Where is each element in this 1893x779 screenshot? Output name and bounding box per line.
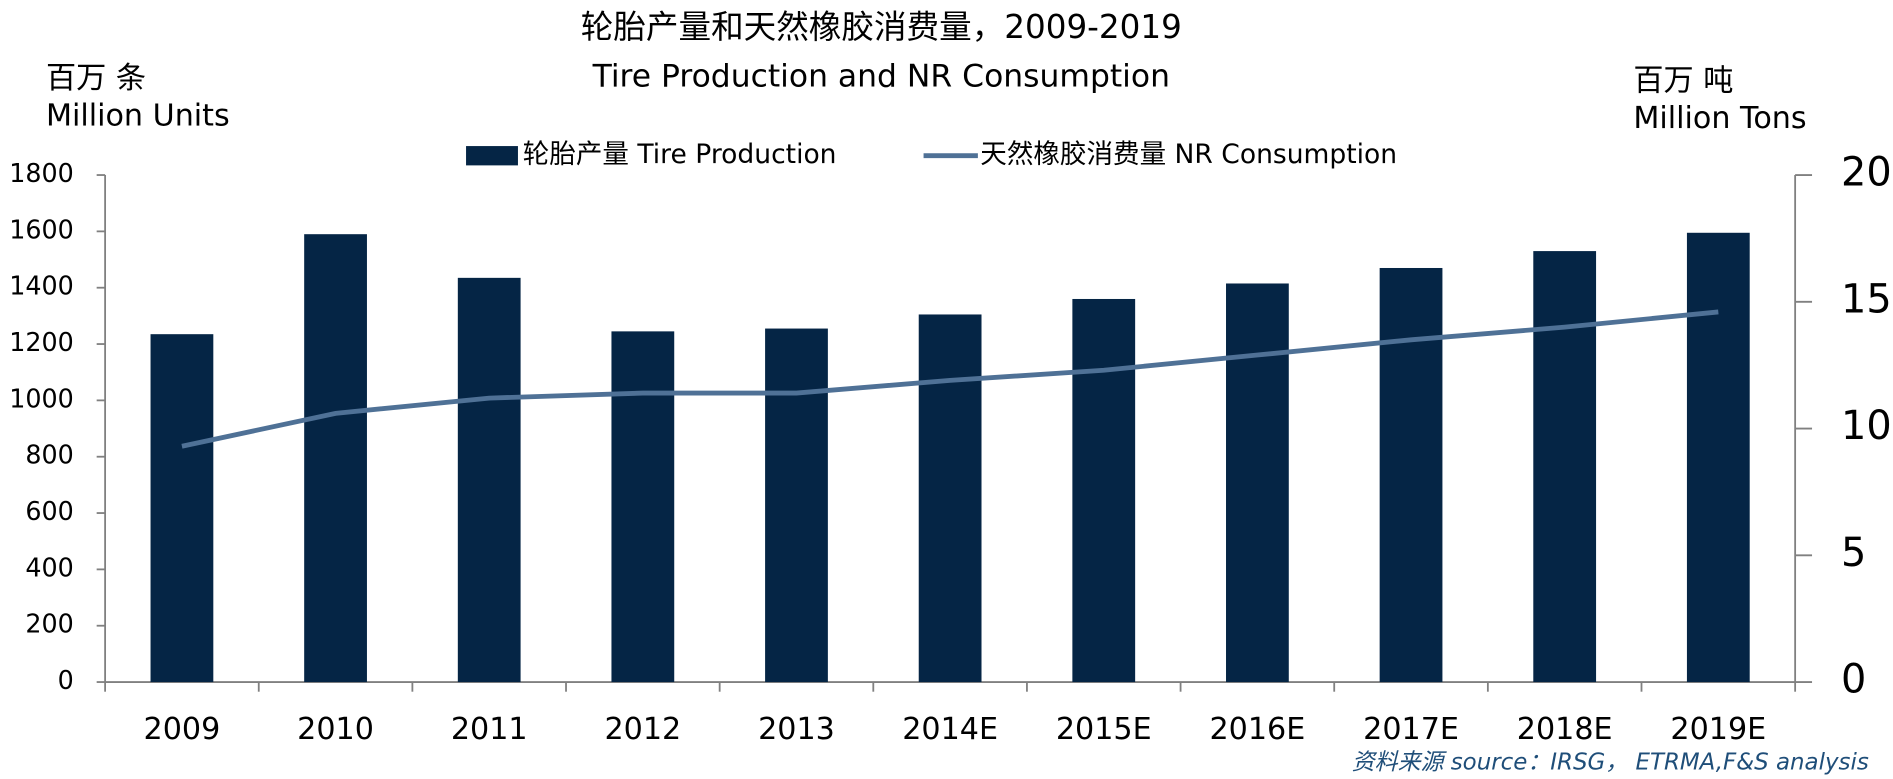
bar xyxy=(1379,267,1443,683)
x-tick-label: 2017E xyxy=(1363,712,1459,747)
y2-tick-label: 5 xyxy=(1841,530,1866,576)
y-tick-label: 1600 xyxy=(9,214,74,244)
x-tick-label: 2012 xyxy=(604,712,681,747)
y2-tick-label: 10 xyxy=(1841,403,1892,449)
bar xyxy=(457,277,521,683)
bar xyxy=(1226,283,1289,683)
x-tick-label: 2010 xyxy=(297,712,374,747)
x-tick-label: 2009 xyxy=(144,712,221,747)
y2-tick-label: 15 xyxy=(1841,276,1892,322)
legend-swatch xyxy=(466,146,518,166)
y-tick-label: 1800 xyxy=(9,158,74,188)
x-tick-label: 2016E xyxy=(1209,712,1305,747)
bar xyxy=(150,334,214,683)
bar xyxy=(765,328,828,683)
y-tick-label: 1200 xyxy=(9,327,74,357)
legend-label: 轮胎产量 Tire Production xyxy=(523,139,837,170)
y-tick-label: 600 xyxy=(25,496,73,526)
x-tick-label: 2018E xyxy=(1517,712,1613,747)
y2-tick-label: 20 xyxy=(1841,150,1892,196)
bar xyxy=(918,314,982,683)
y2-tick-label: 0 xyxy=(1841,657,1866,703)
x-tick-label: 2014E xyxy=(902,712,998,747)
y-tick-label: 1000 xyxy=(9,383,74,413)
x-tick-label: 2013 xyxy=(758,712,835,747)
bar xyxy=(611,331,675,683)
chart-title: 轮胎产量和天然橡胶消费量，2009-2019 xyxy=(581,8,1182,46)
y2-axis-label: Million Tons xyxy=(1633,101,1806,136)
chart-subtitle: Tire Production and NR Consumption xyxy=(592,58,1170,94)
y-tick-label: 200 xyxy=(25,609,73,639)
y-axis-label: Million Units xyxy=(46,99,230,134)
y-tick-label: 400 xyxy=(25,552,73,582)
x-tick-label: 2019E xyxy=(1670,712,1766,747)
line xyxy=(181,309,1719,449)
x-tick-label: 2011 xyxy=(451,712,528,747)
y-tick-label: 0 xyxy=(58,665,74,695)
bar xyxy=(1533,251,1597,683)
y-axis-label: 百万 条 xyxy=(46,61,146,96)
bar xyxy=(304,234,367,683)
x-tick-label: 2015E xyxy=(1056,712,1152,747)
y-tick-label: 800 xyxy=(25,440,73,470)
bar xyxy=(1686,232,1750,683)
y-tick-label: 1400 xyxy=(9,271,74,301)
y2-axis-label: 百万 吨 xyxy=(1633,64,1733,99)
source-note: 资料来源 source：IRSG， ETRMA,F&S analysis xyxy=(1352,749,1869,775)
bar xyxy=(1072,298,1136,683)
legend-label: 天然橡胶消费量 NR Consumption xyxy=(980,139,1397,170)
